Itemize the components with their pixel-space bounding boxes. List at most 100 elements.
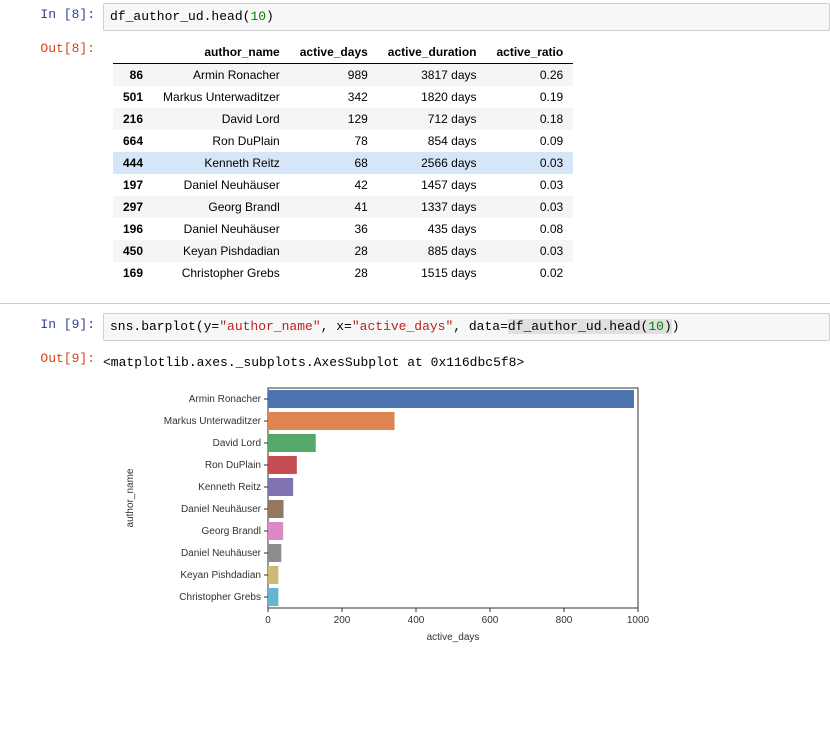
- x-tick-label: 200: [334, 615, 351, 626]
- x-axis-label: active_days: [427, 632, 480, 643]
- in-prompt-9: In [9]:: [0, 313, 103, 332]
- y-tick-label: Georg Brandl: [202, 526, 261, 537]
- code-input-9[interactable]: sns.barplot(y="author_name", x="active_d…: [103, 313, 830, 341]
- x-tick-label: 600: [482, 615, 499, 626]
- table-row: 450Keyan Pishdadian28885 days0.03: [113, 240, 573, 262]
- table-row: 169Christopher Grebs281515 days0.02: [113, 262, 573, 284]
- cell-author_name: Daniel Neuhäuser: [153, 218, 290, 240]
- y-tick-label: David Lord: [213, 438, 261, 449]
- y-tick-label: Markus Unterwaditzer: [164, 416, 262, 427]
- cell-active_duration: 1457 days: [378, 174, 487, 196]
- cell-author_name: Armin Ronacher: [153, 64, 290, 87]
- row-index: 450: [113, 240, 153, 262]
- table-head: author_nameactive_daysactive_durationact…: [113, 41, 573, 64]
- table-header-blank: [113, 41, 153, 64]
- x-tick-label: 0: [265, 615, 271, 626]
- cell-active_ratio: 0.03: [487, 196, 574, 218]
- bar: [268, 566, 278, 584]
- cell-author_name: Markus Unterwaditzer: [153, 86, 290, 108]
- cell-active_duration: 1820 days: [378, 86, 487, 108]
- cell-active_ratio: 0.19: [487, 86, 574, 108]
- bar: [268, 478, 293, 496]
- row-index: 169: [113, 262, 153, 284]
- cell-active_days: 989: [290, 64, 378, 87]
- table-body: 86Armin Ronacher9893817 days0.26501Marku…: [113, 64, 573, 285]
- cell-author_name: Christopher Grebs: [153, 262, 290, 284]
- table-row: 86Armin Ronacher9893817 days0.26: [113, 64, 573, 87]
- cell-active_ratio: 0.03: [487, 240, 574, 262]
- cell-author_name: Keyan Pishdadian: [153, 240, 290, 262]
- code-highlight: df_author_ud.head(10): [508, 319, 672, 334]
- cell-active_duration: 3817 days: [378, 64, 487, 87]
- cell-active_days: 28: [290, 240, 378, 262]
- cell-active_days: 41: [290, 196, 378, 218]
- cell-author_name: Ron DuPlain: [153, 130, 290, 152]
- cell-active_ratio: 0.18: [487, 108, 574, 130]
- in-prompt-8: In [8]:: [0, 3, 103, 22]
- code-text: ): [672, 319, 680, 334]
- cell9-input: In [9]: sns.barplot(y="author_name", x="…: [0, 310, 830, 344]
- code-string: "author_name": [219, 319, 320, 334]
- row-index: 501: [113, 86, 153, 108]
- cell-active_days: 78: [290, 130, 378, 152]
- repr-output: <matplotlib.axes._subplots.AxesSubplot a…: [103, 351, 830, 370]
- out-prompt-8: Out[8]:: [0, 37, 103, 56]
- cell-active_duration: 2566 days: [378, 152, 487, 174]
- table-row: 216David Lord129712 days0.18: [113, 108, 573, 130]
- cell-active_days: 42: [290, 174, 378, 196]
- y-tick-label: Keyan Pishdadian: [180, 570, 261, 581]
- cell-active_ratio: 0.02: [487, 262, 574, 284]
- row-index: 297: [113, 196, 153, 218]
- row-index: 197: [113, 174, 153, 196]
- code-input-8[interactable]: df_author_ud.head(10): [103, 3, 830, 31]
- cell-active_days: 36: [290, 218, 378, 240]
- row-index: 216: [113, 108, 153, 130]
- table-header: author_name: [153, 41, 290, 64]
- cell-author_name: Georg Brandl: [153, 196, 290, 218]
- bar: [268, 434, 316, 452]
- cell-active_duration: 435 days: [378, 218, 487, 240]
- out-prompt-9: Out[9]:: [0, 347, 103, 366]
- cell-active_ratio: 0.03: [487, 152, 574, 174]
- y-tick-label: Daniel Neuhäuser: [181, 504, 262, 515]
- output-area-9: <matplotlib.axes._subplots.AxesSubplot a…: [103, 347, 830, 660]
- table-row: 197Daniel Neuhäuser421457 days0.03: [113, 174, 573, 196]
- output-area-8: author_nameactive_daysactive_durationact…: [103, 37, 830, 294]
- cell-active_ratio: 0.08: [487, 218, 574, 240]
- cell-active_days: 28: [290, 262, 378, 284]
- barplot-chart: Armin RonacherMarkus UnterwaditzerDavid …: [113, 380, 830, 650]
- bar: [268, 522, 283, 540]
- code-text: df_author_ud.head(: [508, 319, 648, 334]
- bar: [268, 500, 284, 518]
- dataframe-table: author_nameactive_daysactive_durationact…: [113, 41, 573, 284]
- row-index: 444: [113, 152, 153, 174]
- code-number: 10: [648, 319, 664, 334]
- cell-active_ratio: 0.26: [487, 64, 574, 87]
- cell-active_days: 129: [290, 108, 378, 130]
- table-row: 444Kenneth Reitz682566 days0.03: [113, 152, 573, 174]
- chart-svg: Armin RonacherMarkus UnterwaditzerDavid …: [113, 380, 653, 650]
- code-text: , x=: [321, 319, 352, 334]
- cell-active_duration: 885 days: [378, 240, 487, 262]
- bar: [268, 412, 395, 430]
- bar: [268, 456, 297, 474]
- cell-active_duration: 1515 days: [378, 262, 487, 284]
- bar: [268, 588, 278, 606]
- x-tick-label: 1000: [627, 615, 650, 626]
- code-text: df_author_ud.head(: [110, 9, 250, 24]
- y-axis-label: author_name: [125, 468, 136, 527]
- cell-author_name: Daniel Neuhäuser: [153, 174, 290, 196]
- cell-active_duration: 712 days: [378, 108, 487, 130]
- cell-active_ratio: 0.09: [487, 130, 574, 152]
- cell-author_name: Kenneth Reitz: [153, 152, 290, 174]
- code-text: sns.barplot(y=: [110, 319, 219, 334]
- code-string: "active_days": [352, 319, 453, 334]
- cell-active_days: 68: [290, 152, 378, 174]
- code-text: , data=: [453, 319, 508, 334]
- x-tick-label: 800: [556, 615, 573, 626]
- cell8-input: In [8]: df_author_ud.head(10): [0, 0, 830, 34]
- code-number: 10: [250, 9, 266, 24]
- table-row: 501Markus Unterwaditzer3421820 days0.19: [113, 86, 573, 108]
- row-index: 196: [113, 218, 153, 240]
- y-tick-label: Ron DuPlain: [205, 460, 261, 471]
